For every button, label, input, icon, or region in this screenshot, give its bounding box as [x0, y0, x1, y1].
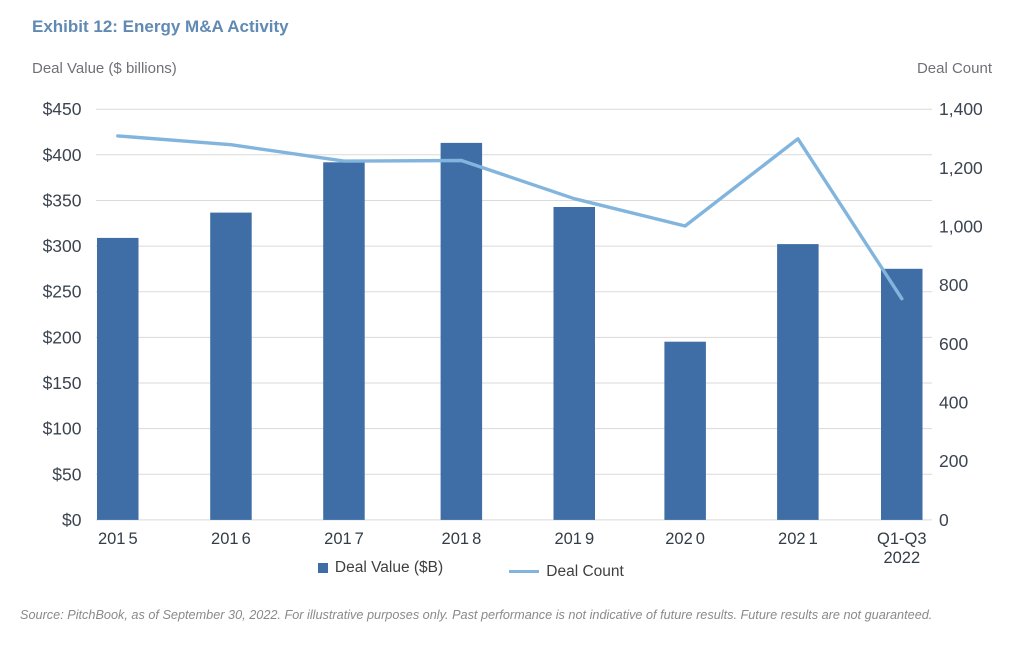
svg-text:$150: $150: [43, 373, 82, 393]
svg-text:1,000: 1,000: [939, 217, 983, 237]
svg-text:$200: $200: [43, 327, 82, 347]
svg-text:400: 400: [939, 393, 968, 413]
svg-text:$350: $350: [43, 191, 82, 211]
svg-text:$100: $100: [43, 419, 82, 439]
svg-text:$300: $300: [43, 236, 82, 256]
svg-text:Q1-Q3: Q1-Q3: [877, 530, 927, 548]
svg-text:$400: $400: [43, 145, 82, 165]
svg-text:$250: $250: [43, 282, 82, 302]
svg-text:0: 0: [939, 510, 949, 530]
svg-text:$450: $450: [43, 99, 82, 119]
svg-text:200: 200: [939, 451, 968, 471]
svg-text:600: 600: [939, 334, 968, 354]
svg-text:800: 800: [939, 275, 968, 295]
svg-text:$50: $50: [52, 464, 81, 484]
svg-text:1,400: 1,400: [939, 99, 983, 119]
svg-text:$0: $0: [62, 510, 82, 530]
svg-text:1,200: 1,200: [939, 158, 983, 178]
